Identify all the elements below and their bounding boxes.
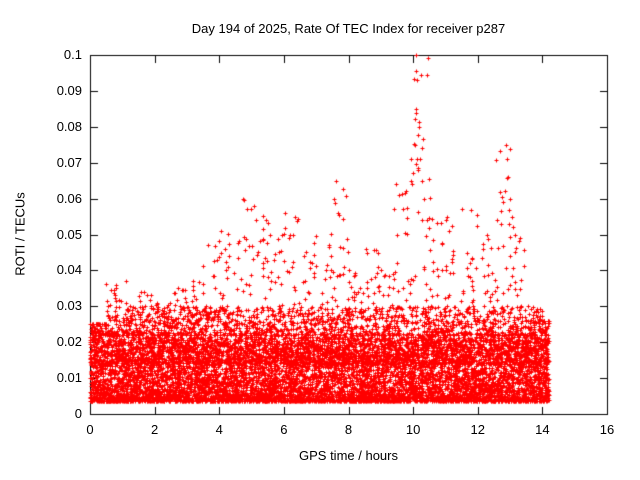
x-tick-label: 8 — [344, 422, 353, 437]
y-tick-label: 0 — [74, 406, 82, 421]
y-tick-label: 0.01 — [56, 370, 82, 386]
y-tick-label: 0.06 — [56, 190, 82, 206]
y-tick-label: 0.03 — [56, 298, 82, 314]
y-tick-label: 0.09 — [56, 82, 82, 98]
x-tick-label: 6 — [280, 422, 288, 437]
y-tick-label: 0.1 — [63, 47, 82, 62]
x-tick-label: 16 — [599, 422, 615, 437]
y-tick-label: 0.02 — [56, 334, 82, 350]
x-tick-label: 12 — [470, 422, 485, 437]
x-tick-label: 4 — [215, 422, 223, 437]
y-tick-label: 0.08 — [56, 118, 82, 134]
y-tick-label: 0.07 — [56, 154, 82, 170]
x-tick-label: 0 — [86, 422, 94, 437]
x-tick-label: 2 — [151, 422, 159, 437]
x-tick-label: 10 — [405, 422, 421, 437]
x-tick-label: 14 — [535, 422, 550, 437]
y-tick-label: 0.04 — [56, 262, 82, 278]
y-tick-label: 0.05 — [56, 226, 82, 242]
